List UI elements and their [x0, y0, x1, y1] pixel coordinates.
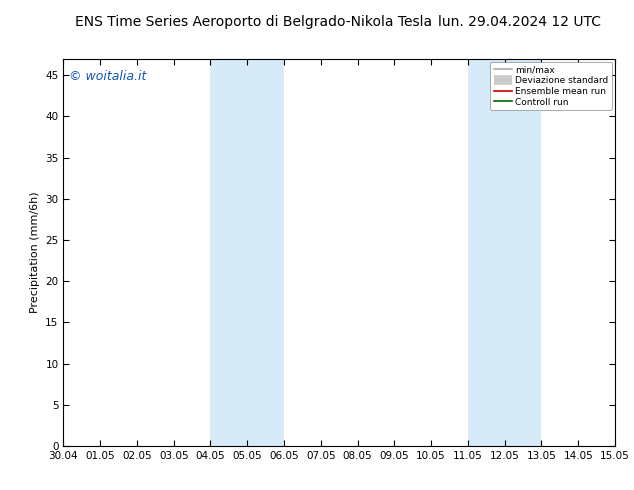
Text: lun. 29.04.2024 12 UTC: lun. 29.04.2024 12 UTC — [438, 15, 602, 29]
Bar — [210, 59, 284, 446]
Y-axis label: Precipitation (mm/6h): Precipitation (mm/6h) — [30, 192, 40, 313]
Bar — [468, 59, 541, 446]
Text: © woitalia.it: © woitalia.it — [69, 71, 146, 83]
Text: ENS Time Series Aeroporto di Belgrado-Nikola Tesla: ENS Time Series Aeroporto di Belgrado-Ni… — [75, 15, 432, 29]
Legend: min/max, Deviazione standard, Ensemble mean run, Controll run: min/max, Deviazione standard, Ensemble m… — [490, 62, 612, 110]
